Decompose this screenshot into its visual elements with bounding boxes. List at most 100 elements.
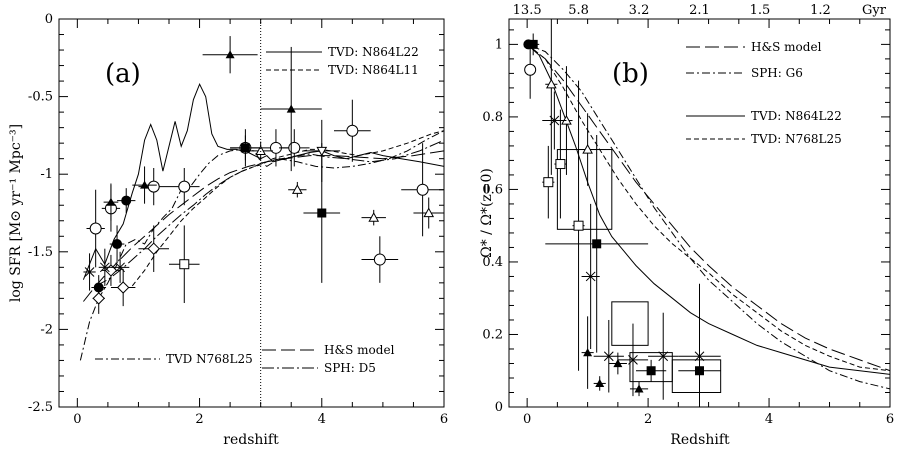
filled-triangle-point: [583, 348, 593, 357]
open-circle-point: [147, 180, 160, 193]
cross-point: [84, 267, 95, 277]
cross-point: [628, 355, 638, 365]
y-tick-label: 1: [495, 37, 503, 52]
y-tick-label: -2.5: [28, 400, 53, 415]
filled-square-point: [695, 366, 704, 376]
x-tick-label: 2: [195, 412, 203, 427]
y-tick-labels: 0 0.2 0.4 0.6 0.8 1: [482, 37, 503, 415]
diamond-point: [147, 242, 160, 255]
x-tick-label: 4: [765, 412, 773, 427]
cross-point: [99, 262, 110, 273]
legend-label-hs-model: H&S model: [324, 343, 395, 357]
legend-label-n768l25: TVD N768L25: [166, 352, 253, 366]
model-curves: [79, 82, 445, 361]
diamond-point: [116, 281, 130, 294]
series-line: [131, 130, 445, 287]
x-tick-labels: 0 2 4 6: [523, 412, 894, 427]
legend-label-hs-model: H&S model: [751, 40, 822, 54]
filled-square-point: [646, 366, 656, 376]
filled-triangle-point: [595, 378, 605, 388]
series-line: [526, 44, 891, 372]
legend-label-sph-g6: SPH: G6: [751, 66, 803, 80]
filled-circle-point: [121, 195, 132, 206]
filled-triangle-point: [286, 104, 296, 113]
cross-point: [549, 115, 560, 126]
open-circle-point: [346, 124, 359, 137]
open-square-point: [555, 159, 566, 170]
open-triangle-point: [582, 144, 593, 154]
filled-square-point: [528, 39, 538, 49]
open-square-point: [179, 259, 190, 270]
diamond-point: [92, 292, 105, 305]
x-axis-label: redshift: [223, 432, 279, 448]
y-axis-label: Ω* / Ω*(z=0): [479, 168, 495, 258]
top-age-tick-label: 3.2: [629, 3, 650, 18]
cross-point: [658, 351, 669, 362]
x-tick-label: 0: [73, 412, 81, 427]
y-tick-label: 0.2: [482, 327, 503, 342]
x-tick-label: 6: [440, 412, 448, 427]
top-age-tick-label: 1.5: [750, 3, 771, 18]
top-age-tick-label: 5.8: [568, 3, 589, 18]
open-circle-point: [89, 222, 102, 235]
legend-top: TVD: N864L22 TVD: N864L11: [266, 45, 419, 77]
legend-label-n864l22: TVD: N864L22: [751, 109, 842, 123]
panel-label-b: (b): [612, 59, 649, 89]
legend-bottom: H&S model SPH: D5 TVD N768L25: [95, 343, 395, 375]
legend-label-n864l22: TVD: N864L22: [328, 45, 419, 59]
filled-triangle-point: [613, 358, 623, 368]
top-age-tick-labels: 13.5 5.8 3.2 2.1 1.5 1.2: [513, 3, 831, 18]
x-tick-label: 4: [318, 412, 326, 427]
cross-point: [115, 262, 125, 273]
y-tick-label: 0: [45, 12, 53, 27]
x-tick-label: 0: [523, 412, 531, 427]
panel-a: 0 -0.5 -1 -1.5 -2 -2.5 0 2 4 6 (a) redshift log …: [8, 12, 448, 448]
series-line: [526, 44, 891, 375]
y-tick-label: 0.6: [482, 182, 503, 197]
series-line: [79, 130, 445, 361]
top-age-tick-label: 13.5: [513, 3, 542, 18]
y-axis-label: log SFR [M⊙ yr⁻¹ Mpc⁻³]: [8, 124, 24, 302]
filled-square-point: [317, 208, 327, 218]
legend-label-n768l25: TVD: N768L25: [751, 132, 842, 146]
open-triangle-point: [423, 207, 435, 218]
open-circle-point: [373, 253, 386, 266]
filled-triangle-point: [225, 50, 235, 59]
filled-triangle-point: [634, 384, 644, 393]
x-tick-label: 6: [886, 412, 894, 427]
tick-marks: [59, 18, 445, 408]
error-box: [671, 359, 722, 393]
series-line: [82, 82, 445, 280]
cross-point: [603, 351, 614, 362]
open-triangle-point: [545, 78, 557, 89]
model-curves: [526, 43, 891, 390]
legend-label-sph-d5: SPH: D5: [324, 361, 376, 375]
cross-point: [585, 271, 596, 282]
x-tick-labels: 0 2 4 6: [73, 412, 448, 427]
open-triangle-point: [291, 184, 303, 194]
open-circle-point: [416, 183, 429, 196]
cross-point: [694, 351, 705, 362]
y-tick-label: -1: [40, 167, 53, 182]
series-line: [526, 44, 891, 372]
y-tick-label: 0.8: [482, 110, 503, 125]
tick-marks: [509, 19, 891, 408]
legend: H&S model SPH: G6 TVD: N864L22 TVD: N768…: [686, 40, 842, 146]
filled-triangle-point: [106, 197, 116, 206]
y-tick-label: -2: [40, 322, 53, 337]
series-line: [526, 43, 891, 390]
open-triangle-point: [368, 212, 380, 222]
top-age-tick-label: 2.1: [689, 3, 710, 18]
y-tick-label: -0.5: [28, 90, 53, 105]
top-age-tick-label: 1.2: [810, 3, 831, 18]
filled-square-point: [592, 239, 602, 249]
filled-circle-point: [112, 239, 123, 250]
error-box: [611, 301, 649, 346]
panel-label-a: (a): [105, 59, 141, 89]
y-tick-label: -1.5: [28, 245, 53, 260]
data-points: [83, 36, 444, 314]
open-circle-point: [524, 63, 537, 76]
series-line: [83, 150, 445, 302]
